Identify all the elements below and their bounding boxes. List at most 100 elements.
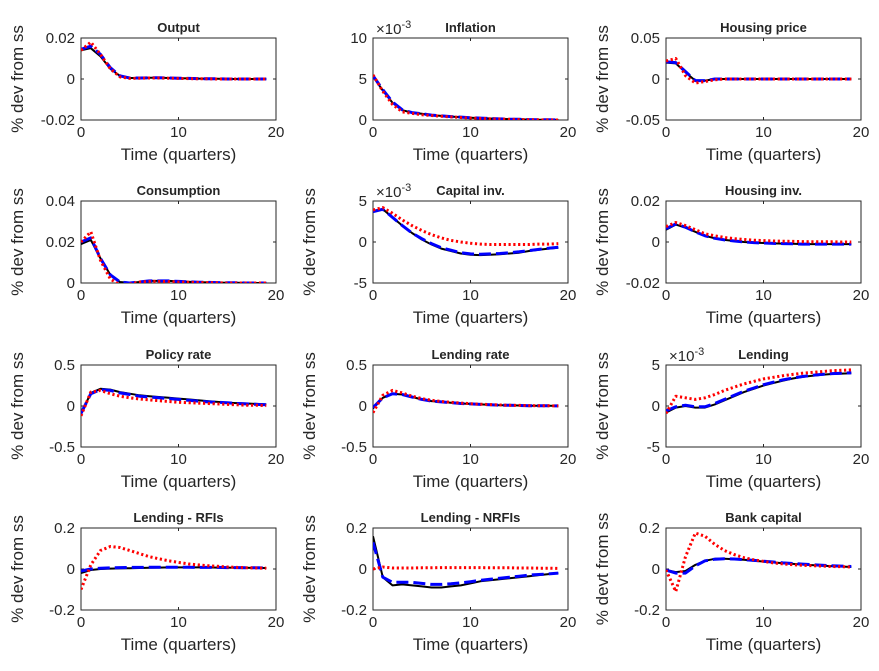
- y-axis-label: % dev from ss: [593, 188, 612, 296]
- exponent-label: ×10-3: [376, 182, 411, 201]
- series-line: [373, 206, 559, 246]
- x-tick-label: 20: [560, 451, 577, 468]
- axes-box: [665, 364, 862, 448]
- series-line: [666, 57, 852, 85]
- x-tick-label: 20: [268, 124, 285, 141]
- y-tick-label: -0.02: [626, 275, 660, 292]
- y-axis-label: % dev from ss: [300, 352, 319, 460]
- x-tick-label: 20: [853, 451, 870, 468]
- x-tick-label: 0: [77, 124, 85, 141]
- y-tick-label: -5: [354, 275, 367, 292]
- y-axis-label: % dev from ss: [593, 25, 612, 133]
- x-tick-label: 0: [369, 451, 377, 468]
- x-tick-label: 0: [662, 124, 670, 141]
- x-axis-label: Time (quarters): [121, 635, 237, 654]
- series-line: [373, 207, 559, 256]
- y-tick-label: 0.02: [46, 30, 75, 47]
- x-tick-label: 10: [462, 451, 479, 468]
- x-axis-label: Time (quarters): [413, 308, 529, 327]
- exponent-base: ×10: [376, 184, 401, 201]
- x-tick-label: 20: [853, 124, 870, 141]
- y-axis-label: % dev from ss: [8, 188, 27, 296]
- panel-title: Lending - RFIs: [133, 510, 223, 525]
- y-axis-label: % dev from ss: [8, 25, 27, 133]
- x-tick-label: 10: [755, 451, 772, 468]
- series-line: [81, 230, 267, 283]
- panel-title: Policy rate: [146, 347, 212, 362]
- y-tick-label: 10: [350, 30, 367, 47]
- y-tick-label: -0.02: [41, 112, 75, 129]
- y-tick-label: 0: [359, 561, 367, 578]
- x-axis-label: Time (quarters): [706, 635, 822, 654]
- x-tick-label: 10: [170, 287, 187, 304]
- y-tick-label: 0: [359, 398, 367, 415]
- series-line: [373, 74, 559, 120]
- x-axis-label: Time (quarters): [413, 472, 529, 491]
- panel-title: Lending - NRFIs: [421, 510, 521, 525]
- panel-title: Lending rate: [431, 347, 509, 362]
- y-tick-label: 0.5: [54, 357, 75, 374]
- series-line: [666, 60, 852, 83]
- x-tick-label: 20: [853, 614, 870, 631]
- y-tick-label: -5: [647, 439, 660, 456]
- panel-title: Bank capital: [725, 510, 802, 525]
- y-tick-label: 0: [652, 398, 660, 415]
- y-tick-label: 0: [359, 112, 367, 129]
- x-tick-label: 0: [662, 451, 670, 468]
- x-axis-label: Time (quarters): [121, 145, 237, 164]
- y-axis-label: % dev from ss: [300, 188, 319, 296]
- y-tick-label: 0: [67, 398, 75, 415]
- y-axis-label: % dev from ss: [593, 352, 612, 460]
- x-tick-label: 10: [462, 287, 479, 304]
- x-tick-label: 0: [369, 287, 377, 304]
- y-tick-label: -0.2: [341, 602, 367, 619]
- y-tick-label: -0.05: [626, 112, 660, 129]
- panel-title: Lending: [738, 347, 789, 362]
- x-tick-label: 0: [77, 451, 85, 468]
- x-tick-label: 20: [268, 287, 285, 304]
- x-tick-label: 10: [755, 124, 772, 141]
- panel-title: Inflation: [445, 20, 496, 35]
- exponent-power: -3: [401, 182, 411, 194]
- exponent-label: ×10-3: [669, 346, 704, 365]
- series-line: [373, 392, 559, 409]
- x-tick-label: 0: [662, 614, 670, 631]
- series-line: [666, 368, 852, 415]
- panel-title: Output: [157, 20, 200, 35]
- x-tick-label: 0: [77, 614, 85, 631]
- y-tick-label: 0.2: [639, 520, 660, 537]
- x-tick-label: 0: [662, 287, 670, 304]
- y-tick-label: 0: [67, 71, 75, 88]
- y-axis-label: % dev from ss: [8, 515, 27, 623]
- x-tick-label: 10: [462, 124, 479, 141]
- x-tick-label: 20: [268, 614, 285, 631]
- x-axis-label: Time (quarters): [121, 472, 237, 491]
- x-tick-label: 0: [369, 614, 377, 631]
- series-line: [81, 565, 267, 573]
- series-line: [373, 565, 559, 571]
- exponent-base: ×10: [669, 348, 694, 365]
- x-tick-label: 20: [853, 287, 870, 304]
- exponent-base: ×10: [376, 21, 401, 38]
- y-tick-label: 0: [652, 234, 660, 251]
- x-tick-label: 10: [755, 287, 772, 304]
- x-axis-label: Time (quarters): [706, 472, 822, 491]
- y-axis-label: % dev from ss: [300, 515, 319, 623]
- x-tick-label: 10: [170, 451, 187, 468]
- y-tick-label: 0.02: [631, 193, 660, 210]
- series-line: [373, 535, 559, 589]
- exponent-power: -3: [401, 19, 411, 31]
- x-axis-label: Time (quarters): [413, 145, 529, 164]
- panel-title: Housing price: [720, 20, 807, 35]
- y-tick-label: 5: [359, 71, 367, 88]
- x-axis-label: Time (quarters): [121, 308, 237, 327]
- x-tick-label: 10: [170, 614, 187, 631]
- y-tick-label: -0.2: [634, 602, 660, 619]
- series-line: [666, 531, 852, 593]
- y-tick-label: 0.5: [346, 357, 367, 374]
